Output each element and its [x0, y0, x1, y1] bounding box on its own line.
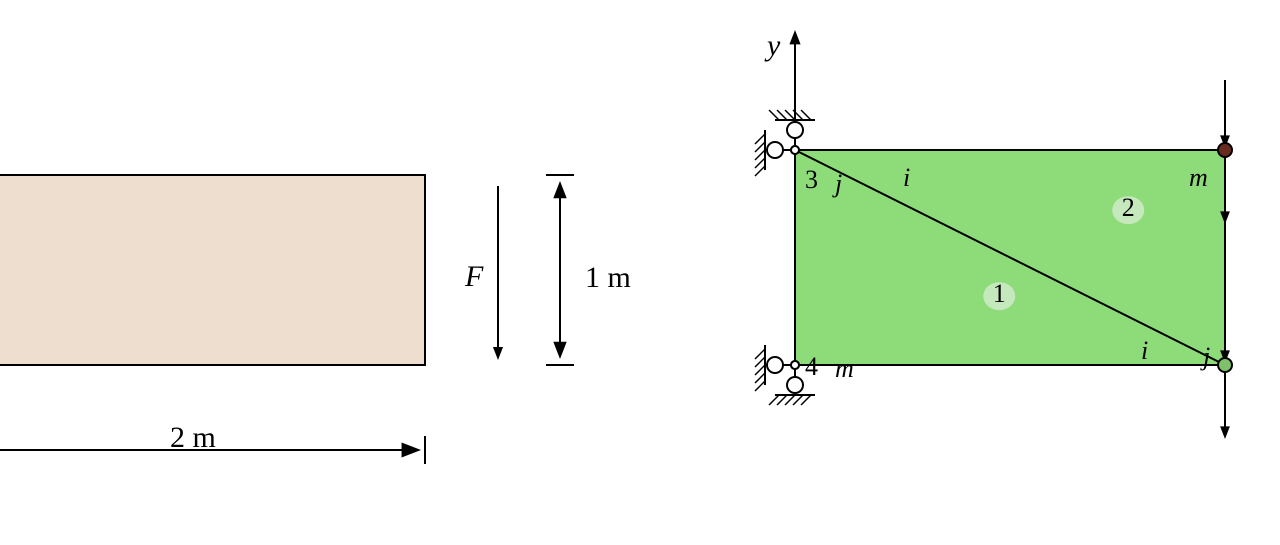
roller-support [767, 357, 783, 373]
node-label: m [835, 354, 854, 383]
height-dim-label: 1 m [585, 261, 631, 294]
element-id-label: 1 [993, 279, 1006, 308]
load-node-marker [1218, 358, 1232, 372]
roller-support [767, 142, 783, 158]
node-label: i [903, 163, 910, 192]
node-label: 3 [805, 165, 818, 194]
support-hatch [769, 110, 811, 120]
node-label: m [1189, 163, 1208, 192]
roller-support [787, 377, 803, 393]
node-label: 4 [805, 352, 818, 381]
force-label: F [464, 260, 484, 293]
support-hatch [755, 349, 765, 391]
roller-support [787, 122, 803, 138]
node-pin [791, 361, 799, 369]
left-block [0, 175, 425, 365]
support-hatch [755, 134, 765, 176]
load-node-marker [1218, 143, 1232, 157]
axis-label-y: y [764, 29, 781, 62]
support-hatch [769, 395, 811, 405]
diagram-canvas: F1 m2 m1234jmmjiiy [0, 0, 1280, 545]
node-pin [791, 146, 799, 154]
element-id-label: 2 [1122, 193, 1135, 222]
node-label: i [1141, 336, 1148, 365]
width-dim-label: 2 m [170, 421, 216, 454]
